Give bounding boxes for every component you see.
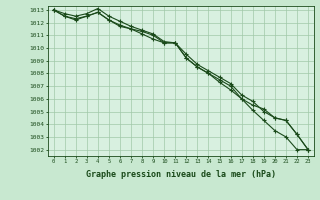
- X-axis label: Graphe pression niveau de la mer (hPa): Graphe pression niveau de la mer (hPa): [86, 170, 276, 179]
